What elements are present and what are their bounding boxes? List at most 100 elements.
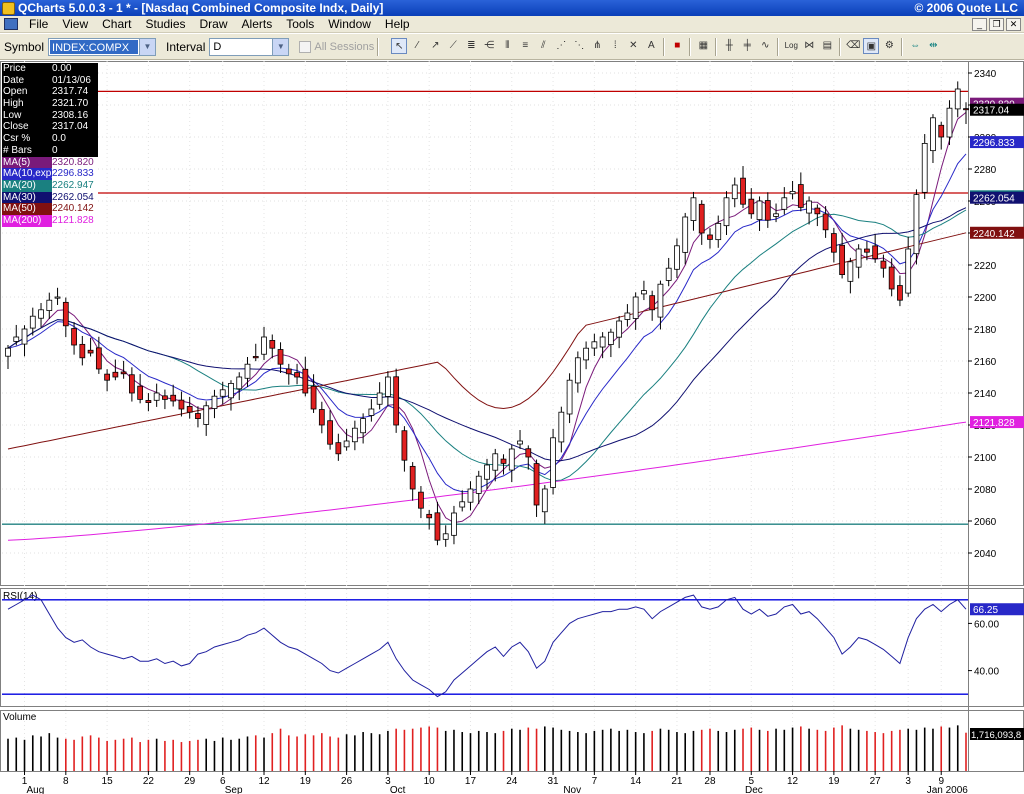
- restore-icon[interactable]: ❐: [989, 17, 1004, 31]
- month-label: Sep: [225, 785, 243, 794]
- day-label: 24: [506, 776, 518, 787]
- drawing-tools: ↖ ⁄ ↗ ⟋ ≣ ⋲ ⦀ ≡ ⫽ ⋰ ⋱ ⋔ ⁞ ✕ A ■ ▦ ╫ ╪ ∿ …: [390, 37, 942, 56]
- candle-body: [418, 491, 424, 509]
- candle-body: [541, 488, 548, 513]
- study-icon[interactable]: ⋈: [804, 39, 815, 51]
- text-icon[interactable]: A: [647, 39, 655, 51]
- trendline-icon[interactable]: ⁄: [416, 39, 419, 51]
- chevron-down-icon[interactable]: ▼: [139, 38, 156, 55]
- cycle-lines-icon[interactable]: ⁞: [613, 39, 617, 51]
- snapshot-icon[interactable]: ▣: [863, 37, 880, 54]
- month-label: Aug: [27, 785, 45, 794]
- info-key: MA(5): [2, 156, 52, 169]
- menu-alerts[interactable]: Alerts: [241, 16, 273, 31]
- bar-chart-icon[interactable]: ╫: [725, 39, 733, 51]
- candle-body: [54, 296, 61, 299]
- candle-body: [236, 376, 243, 390]
- menu-help[interactable]: Help: [384, 16, 410, 31]
- fibonacci-icon[interactable]: ≣: [467, 39, 476, 51]
- ma-value-badge: [970, 226, 1024, 239]
- overlay-icon[interactable]: ▤: [822, 39, 833, 51]
- minimize-icon[interactable]: _: [972, 17, 987, 31]
- andrews-pitchfork-icon[interactable]: ⋔: [593, 39, 602, 51]
- fib-fan-icon[interactable]: ⋲: [484, 39, 495, 51]
- candle-body: [814, 207, 821, 215]
- menu-view[interactable]: View: [62, 16, 89, 31]
- price-tick-label: 2140: [974, 389, 997, 400]
- volume-value-label: 1,716,093,8: [971, 730, 1021, 741]
- checkbox-icon[interactable]: [299, 40, 312, 53]
- menu-draw[interactable]: Draw: [199, 16, 228, 31]
- candle-body: [748, 198, 755, 215]
- settings-icon[interactable]: ⚙: [884, 39, 894, 51]
- price-tick-label: 2280: [974, 165, 997, 176]
- candle-body: [310, 385, 317, 410]
- info-key: MA(50): [2, 203, 52, 215]
- close-icon[interactable]: ✕: [1006, 17, 1021, 31]
- menu-chart[interactable]: Chart: [102, 16, 132, 31]
- candle-body: [285, 368, 292, 375]
- candle-body: [616, 320, 623, 338]
- candle-body: [789, 190, 796, 195]
- rsi-label: RSI(14): [3, 591, 37, 602]
- candle-body: [715, 222, 722, 241]
- price-tick-label: 2040: [974, 549, 997, 560]
- candle-body: [938, 124, 945, 138]
- day-label: 22: [143, 776, 155, 787]
- candle-body: [632, 296, 639, 319]
- properties-icon[interactable]: ▦: [698, 39, 709, 51]
- price-chart[interactable]: 2040206020802100212021402160218022002220…: [0, 61, 1024, 794]
- info-row: High 2321.70: [2, 98, 98, 110]
- candle-chart-icon[interactable]: ╪: [743, 39, 751, 51]
- ma-value-label: 2262.054: [973, 194, 1015, 205]
- candle-body: [508, 448, 515, 471]
- info-value: 2320.820: [52, 156, 98, 169]
- symbol-input[interactable]: INDEX:COMPX ▼: [48, 37, 157, 56]
- cursor-icon[interactable]: ↖: [391, 37, 408, 54]
- ray-icon[interactable]: ↗: [431, 39, 440, 51]
- all-sessions-checkbox[interactable]: All Sessions: [299, 40, 374, 53]
- info-row: MA(10,exp) 2296.833: [2, 168, 98, 180]
- info-value: 2296.833: [52, 168, 98, 180]
- document-icon[interactable]: [4, 18, 18, 30]
- candle-body: [95, 347, 102, 370]
- day-label: 15: [102, 776, 114, 787]
- log-scale-icon[interactable]: Log: [784, 40, 798, 50]
- speed-lines-icon[interactable]: ⋰: [556, 39, 567, 51]
- extended-line-icon[interactable]: ⟋: [449, 39, 457, 51]
- interval-input[interactable]: D ▼: [209, 37, 290, 56]
- menu-tools[interactable]: Tools: [286, 16, 315, 31]
- menu-window[interactable]: Window: [328, 16, 371, 31]
- candle-body: [162, 395, 168, 400]
- fib-arc-icon[interactable]: ≡: [522, 39, 529, 51]
- compress-icon[interactable]: ⇹: [929, 39, 938, 51]
- info-value: 2317.04: [52, 121, 89, 133]
- line-chart-icon[interactable]: ∿: [761, 39, 770, 51]
- day-label: 10: [424, 776, 436, 787]
- candle-body: [550, 437, 556, 488]
- candle-body: [228, 382, 234, 399]
- fib-timezone-icon[interactable]: ⦀: [505, 39, 510, 51]
- candle-body: [574, 357, 581, 384]
- candle-body: [740, 177, 746, 205]
- channel-icon[interactable]: ⫽: [541, 39, 546, 51]
- symbol-value[interactable]: INDEX:COMPX: [50, 39, 139, 54]
- ma-line-30: [7, 207, 967, 462]
- menu-file[interactable]: File: [29, 16, 49, 31]
- expand-icon[interactable]: ⇔: [910, 39, 921, 51]
- candle-body: [665, 267, 672, 281]
- candle-body: [946, 107, 953, 138]
- menu-studies[interactable]: Studies: [145, 16, 186, 31]
- candle-body: [269, 340, 276, 349]
- candle-body: [864, 248, 870, 253]
- color-icon[interactable]: ■: [674, 39, 681, 51]
- gann-fan-icon[interactable]: ⋱: [574, 39, 585, 51]
- cross-icon[interactable]: ✕: [629, 39, 638, 51]
- candle-body: [137, 385, 144, 400]
- candle-body: [641, 290, 647, 295]
- chart-area[interactable]: 2040206020802100212021402160218022002220…: [0, 61, 1024, 794]
- interval-value[interactable]: D: [213, 40, 222, 53]
- delete-drawing-icon[interactable]: ⌫: [846, 39, 861, 51]
- candle-body: [756, 200, 763, 220]
- chevron-down-icon[interactable]: ▼: [272, 38, 289, 55]
